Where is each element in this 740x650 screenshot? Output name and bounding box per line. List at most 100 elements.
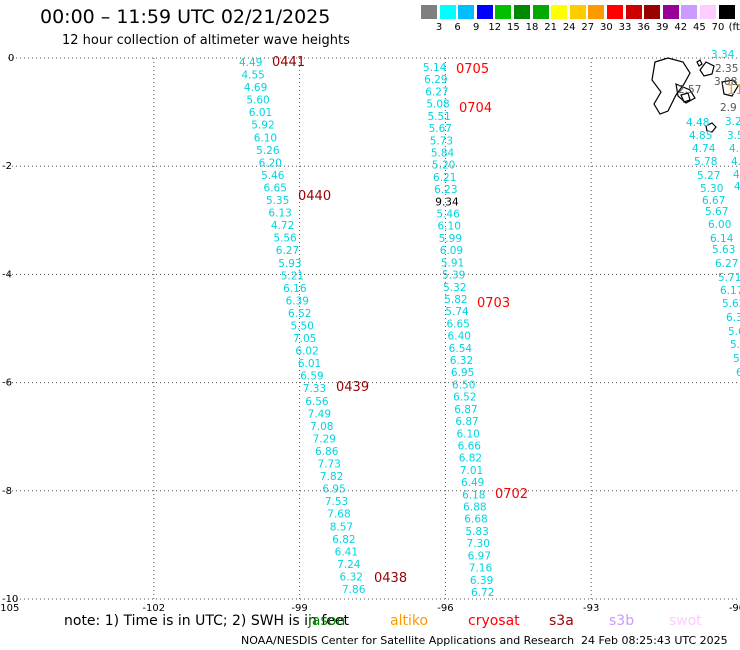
wave-height-value: 5. [730,339,740,351]
wave-height-value: 7.01 [460,465,483,477]
y-tick-label: -10 [2,594,18,605]
wave-height-value: 6.10 [438,221,461,233]
wave-height-value: 6.97 [468,550,491,562]
x-tick-label: -105 [0,603,19,614]
wave-height-value: 5.6 [728,326,740,338]
wave-height-value: 6.95 [451,367,474,379]
wave-height-value: 7.33 [303,383,326,395]
wave-height-value: 4. [731,156,740,168]
page-subtitle: 12 hour collection of altimeter wave hei… [62,33,350,48]
wave-height-value: 4.48 [686,117,709,129]
legend-label: 3 [435,22,443,33]
wave-height-value: 4.85 [689,130,712,142]
y-tick-label: -4 [2,269,12,280]
legend-label: 12 [488,22,502,33]
island-outline [721,79,739,97]
wave-height-value: 6.00 [708,219,731,231]
wave-height-value: 6.39 [470,575,493,587]
satellite-cryosat: cryosat [468,613,520,629]
wave-height-value: 7.53 [325,496,348,508]
wave-height-value: 6.18 [462,489,485,501]
wave-height-value: 6.54 [449,343,473,355]
legend-swatch [588,5,605,19]
footer-credit: NOAA/NESDIS Center for Satellite Applica… [241,634,575,647]
wave-height-value: 7.30 [467,538,490,550]
pass-label: 115 [727,83,740,98]
wave-height-value: 5.51 [427,111,450,123]
wave-height-value: 6.41 [335,546,358,558]
legend-swatch [681,5,698,19]
wave-height-value: 6.29 [424,74,447,86]
wave-height-value: 5.74 [445,306,469,318]
wave-height-value: 6.56 [305,396,329,408]
wave-height-value: 6.01 [249,107,272,119]
wave-height-value: 6.72 [471,587,494,599]
wave-height-value: 7.05 [293,333,316,345]
wave-height-value: 7.16 [469,563,493,575]
wave-height-value: 5.82 [444,294,467,306]
pass-label: 0438 [374,571,407,586]
wave-height-value: 6.21 [433,172,456,184]
pass-label: 0703 [477,296,510,311]
wave-height-value: 6.20 [259,157,282,169]
wave-height-value: 5.14 [423,62,447,74]
legend-label: 24 [562,22,576,33]
note-text: note: 1) Time is in UTC; 2) SWH is in fe… [64,613,350,629]
wave-height-value: 5.92 [251,120,274,132]
y-tick-label: -6 [2,378,12,389]
wave-height-value: 6.27 [425,86,448,98]
island-outline [699,61,715,77]
y-tick-label: -2 [2,161,12,172]
wave-height-value: 4.55 [241,70,264,82]
wave-height-value: 5.83 [465,526,488,538]
wave-height-value: 6.13 [268,208,291,220]
legend-swatch [458,5,475,19]
wave-height-value: 4.69 [244,82,267,94]
wave-height-value: 6.01 [298,358,321,370]
wave-height-value: 5.99 [439,233,462,245]
pass-label: 0704 [459,101,492,116]
wave-height-value: 6.86 [315,446,339,458]
legend-label: 15 [507,22,520,33]
wave-height-value: 6.52 [453,392,476,404]
satellite-jason: jason [308,613,346,629]
legend-label: 21 [544,22,557,33]
wave-height-value: 6.27 [715,258,738,270]
wave-height-value: 4.49 [239,57,262,69]
wave-height-value: 5.84 [431,147,455,159]
wave-height-value: 3.34 [711,49,735,61]
wave-height-value: 7.08 [310,421,333,433]
legend-swatch [551,5,568,19]
wave-height-value: 6.50 [452,379,475,391]
wave-height-value: 5.60 [246,95,269,107]
wave-height-value: 6.65 [264,182,287,194]
x-tick-label: -96 [437,603,453,614]
wave-height-value: 2.57 [678,84,701,96]
wave-height-value: 4.72 [271,220,294,232]
wave-height-value: 6.23 [434,184,457,196]
page-title: 00:00 – 11:59 UTC 02/21/2025 [40,6,331,28]
wave-height-value: 5.20 [432,160,455,172]
wave-height-value: 4 [733,169,740,181]
wave-height-value: 6.27 [276,245,299,257]
wave-height-value: 5.30 [700,183,723,195]
wave-height-value: 6.95 [322,484,345,496]
pass-label: 0439 [336,380,369,395]
wave-height-value: 6.32 [450,355,473,367]
satellite-altiko: altiko [390,613,429,629]
legend-label: 45 [693,22,706,33]
wave-height-value: 6.52 [288,308,311,320]
satellite-swot: swot [669,613,702,629]
pass-label: 0440 [298,189,331,204]
legend-swatch [700,5,716,19]
wave-height-value: 6.02 [295,346,318,358]
wave-height-value: 6.87 [455,416,478,428]
island-outline [651,57,691,115]
wave-height-value: 9.34 [435,196,459,208]
wave-height-value: 6.59 [300,371,323,383]
legend-label: 33 [618,22,632,33]
wave-height-value: 5.93 [278,258,301,270]
wave-height-value: 5.62 [722,298,740,310]
wave-height-value: 6.68 [464,514,487,526]
